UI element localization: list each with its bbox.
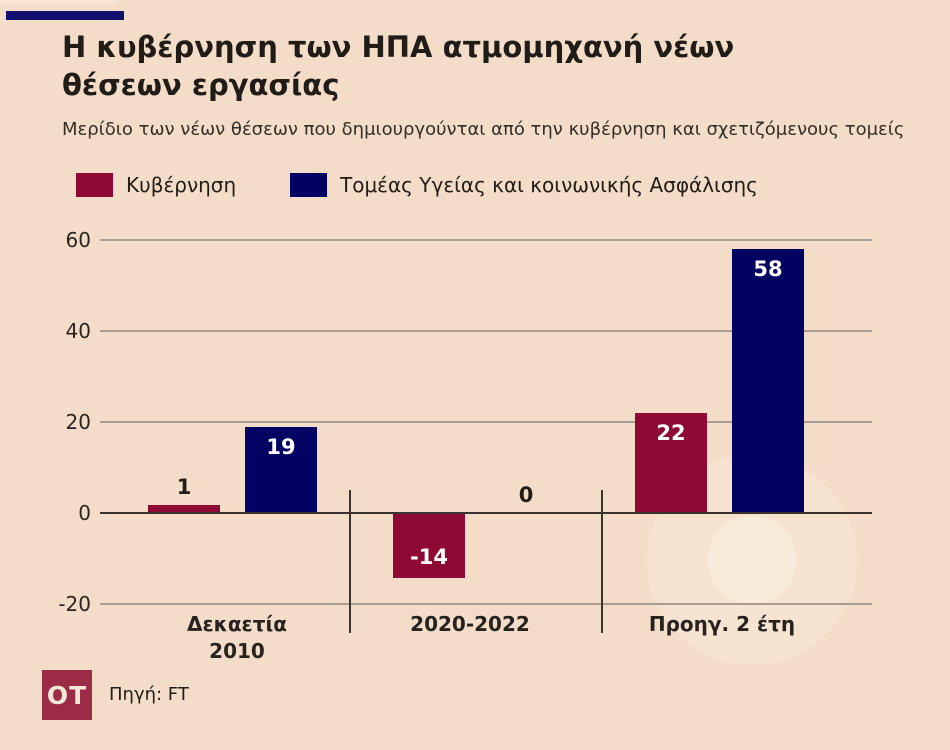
bar-value-label-health-sector-2: 0: [518, 483, 534, 507]
legend-item-health-sector: Τομέας Υγείας και κοινωνικής Ασφάλισης: [290, 172, 758, 198]
y-tick-20: 20: [65, 410, 91, 434]
legend-swatch-health-sector: [290, 173, 327, 197]
bar-government-3: [635, 413, 707, 513]
legend-label-government: Κυβέρνηση: [126, 173, 237, 197]
x-axis-label-line: 2010: [209, 639, 265, 663]
category-divider-1: [349, 490, 351, 633]
x-axis-label-line: Προηγ. 2 έτη: [648, 612, 796, 636]
y-tick-40: 40: [65, 319, 91, 343]
bar-health-sector-1: [245, 427, 317, 513]
gridline-20: [100, 421, 872, 423]
chart-title-line1: Η κυβέρνηση των ΗΠΑ ατμομηχανή νέων: [62, 30, 735, 64]
x-axis-label-line: Δεκαετία: [187, 612, 287, 636]
top-strip: [0, 0, 118, 4]
gridline-40: [100, 330, 872, 332]
gridline-60: [100, 239, 872, 241]
source-text: Πηγή: FT: [109, 684, 189, 705]
chart-subtitle: Μερίδιο των νέων θέσεων που δημιουργούντ…: [62, 119, 905, 140]
bar-value-label-health-sector-3: 58: [753, 257, 783, 281]
bar-value-label-health-sector-1: 19: [266, 435, 296, 459]
legend-item-government: Κυβέρνηση: [76, 172, 236, 198]
bar-government-2: [393, 514, 465, 578]
y-tick--20: -20: [58, 592, 91, 616]
bar-value-label-government-2: -14: [410, 545, 448, 569]
bar-government-1: [148, 505, 220, 513]
ot-logo: OT: [42, 670, 92, 720]
chart-title: Η κυβέρνηση των ΗΠΑ ατμομηχανή νέων θέσε…: [62, 28, 734, 104]
x-axis-label-3: Προηγ. 2 έτη: [622, 611, 822, 638]
y-tick-0: 0: [78, 501, 91, 525]
background-halo-inner: [708, 516, 796, 604]
x-axis-label-line: 2020-2022: [410, 612, 530, 636]
legend-swatch-government: [76, 173, 113, 197]
x-axis-label-1: Δεκαετία 2010: [137, 611, 337, 665]
chart-title-line2: θέσεων εργασίας: [62, 68, 340, 102]
y-tick-60: 60: [65, 228, 91, 252]
category-divider-2: [601, 490, 603, 633]
gridline--20: [100, 603, 872, 605]
bar-value-label-government-3: 22: [656, 421, 686, 445]
gridline-0: [100, 512, 872, 514]
bar-value-label-government-1: 1: [176, 475, 192, 499]
legend-label-health-sector: Τομέας Υγείας και κοινωνικής Ασφάλισης: [340, 173, 758, 197]
title-accent-bar: [6, 11, 124, 20]
x-axis-label-2: 2020-2022: [370, 611, 570, 638]
bar-health-sector-3: [732, 249, 804, 513]
